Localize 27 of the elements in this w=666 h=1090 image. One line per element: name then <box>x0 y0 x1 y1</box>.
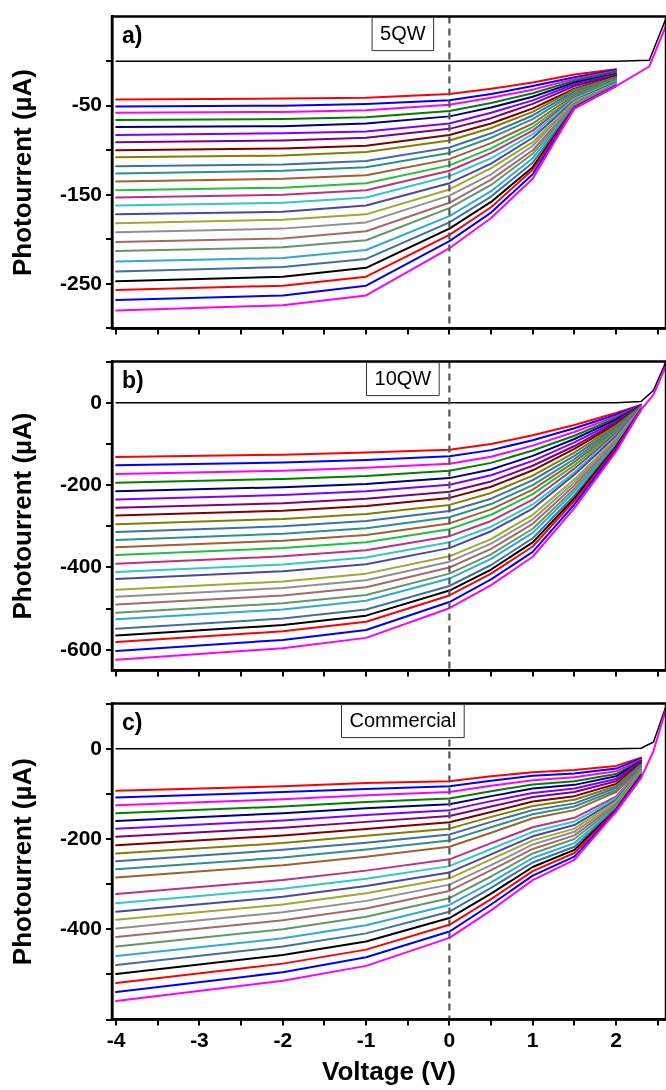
annotation: a) <box>122 21 143 48</box>
annotation: c) <box>122 708 143 735</box>
x-tick-label: -2 <box>273 1028 293 1051</box>
y-tick-label: -400 <box>59 554 102 578</box>
x-axis-title: Voltage (V) <box>322 1055 456 1086</box>
annotation: 10QW <box>374 367 432 390</box>
y-tick-label: -600 <box>59 636 102 660</box>
y-tick-label: -250 <box>59 270 102 294</box>
x-tick-label: 0 <box>443 1028 456 1051</box>
annotation: 5QW <box>380 22 426 45</box>
y-tick-label: -200 <box>59 471 102 495</box>
y-tick-label: -50 <box>71 92 102 116</box>
x-tick-label: -1 <box>356 1028 376 1051</box>
x-tick-label: -3 <box>190 1028 209 1051</box>
x-tick-label: 1 <box>526 1028 539 1051</box>
y-axis-title: Photourrent (µA) <box>6 68 37 277</box>
y-tick-label: 0 <box>90 735 102 759</box>
y-axis-title: Photourrent (µA) <box>6 758 37 966</box>
y-axis-title: Photourrent (µA) <box>6 412 37 620</box>
annotation: b) <box>122 366 144 393</box>
x-tick-label: -4 <box>106 1028 126 1051</box>
y-tick-label: -150 <box>59 181 102 205</box>
y-tick-label: 0 <box>90 389 102 413</box>
y-tick-label: -200 <box>59 825 102 849</box>
x-tick-label: 2 <box>610 1028 622 1051</box>
y-tick-label: -400 <box>59 916 102 940</box>
annotation: Commercial <box>349 709 457 732</box>
